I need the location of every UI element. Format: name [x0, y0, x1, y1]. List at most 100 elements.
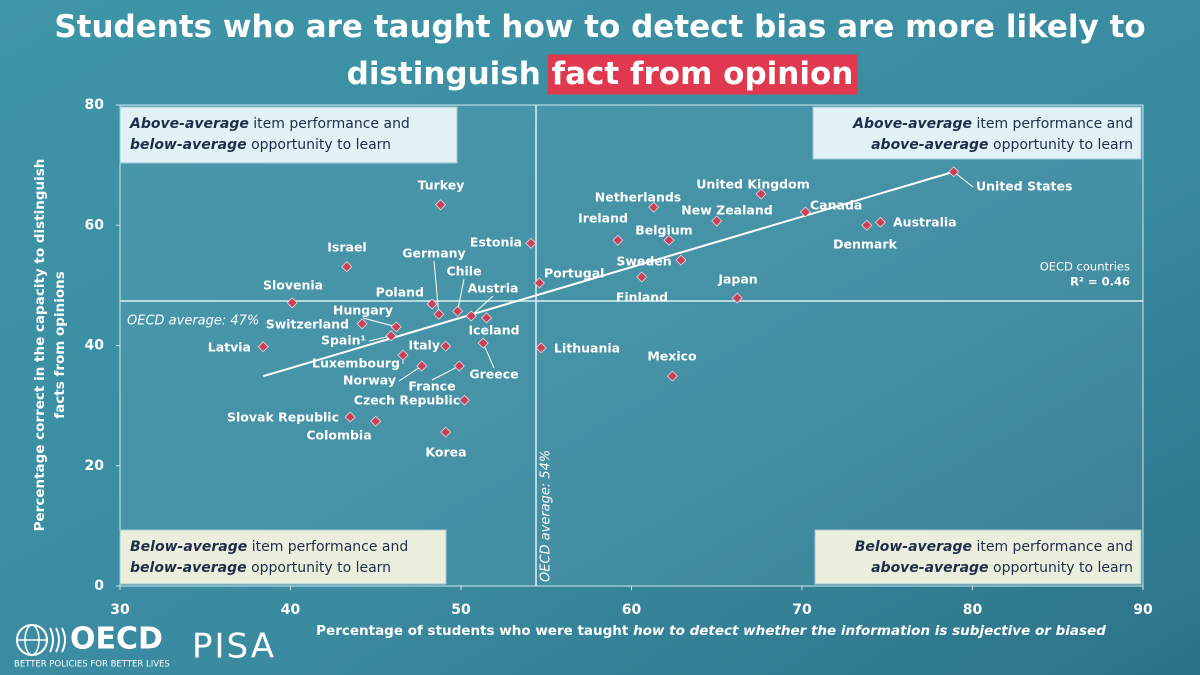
fit-note: OECD countries — [1040, 260, 1130, 274]
point — [286, 297, 298, 309]
y-axis-title: Percentage correct in the capacity to di… — [32, 159, 48, 532]
note-part: below-average — [130, 560, 247, 576]
point-label: Slovenia — [263, 278, 323, 293]
point-label: New Zealand — [681, 203, 772, 218]
point-label: Canada — [810, 198, 862, 213]
point — [755, 188, 767, 200]
point — [666, 370, 678, 382]
leader-line — [433, 260, 440, 315]
note-part: item performance and — [972, 539, 1133, 555]
point-label: Italy — [409, 338, 441, 353]
leader-line — [398, 365, 423, 382]
point-label: Lithuania — [554, 341, 620, 356]
title-part: Students who are taught how to detect bi… — [54, 9, 1145, 45]
point — [612, 234, 624, 246]
point-label: Netherlands — [595, 190, 681, 205]
point-label: Japan — [717, 272, 757, 287]
point-label: Czech Republic — [354, 393, 460, 408]
highlight-box — [547, 54, 858, 95]
point — [453, 360, 465, 372]
title-highlight: fact from opinion — [552, 56, 854, 92]
point-label: Norway — [343, 373, 396, 388]
note-text: Below-average item performance and — [855, 539, 1133, 555]
x-tick-label: 30 — [110, 602, 130, 618]
point — [390, 321, 402, 333]
point — [525, 237, 537, 249]
point-label: Switzerland — [266, 317, 349, 332]
y-tick-label: 80 — [85, 97, 105, 113]
point-label: Korea — [425, 445, 466, 460]
point-label: Estonia — [470, 235, 522, 250]
y-axis-title: facts from opinions — [52, 271, 68, 418]
point — [440, 340, 452, 352]
point — [636, 271, 648, 283]
oecd-logo: OECD BETTER POLICIES FOR BETTER LIVES — [14, 622, 170, 670]
point — [663, 234, 675, 246]
note-text: Above-average item performance and — [852, 116, 1133, 132]
point-label: Greece — [469, 367, 518, 382]
note-part: opportunity to learn — [989, 560, 1133, 576]
point-label: Chile — [446, 264, 481, 279]
point-label: Germany — [402, 246, 465, 261]
point — [426, 298, 438, 310]
point — [433, 308, 445, 320]
x-tick-label: 80 — [963, 602, 983, 618]
point-label: Spain¹ — [321, 333, 366, 348]
point-label: Sweden — [616, 254, 671, 269]
plot-area — [119, 104, 1144, 587]
point-label: Slovak Republic — [227, 410, 339, 425]
point-label: Israel — [327, 240, 366, 255]
x-axis-title-part: how to detect whether the information is… — [633, 623, 1106, 639]
x-tick-label: 90 — [1133, 602, 1153, 618]
point-label: Mexico — [647, 349, 697, 364]
point-label: Ireland — [578, 211, 628, 226]
x-tick-label: 40 — [281, 602, 301, 618]
point-label: Portugal — [544, 266, 604, 281]
point-label: Turkey — [418, 178, 465, 193]
point — [416, 360, 428, 372]
point — [711, 215, 723, 227]
note-text: above-average opportunity to learn — [871, 137, 1133, 153]
point-label: Australia — [893, 215, 957, 230]
y-tick-label: 20 — [85, 458, 105, 474]
point-label: Denmark — [833, 237, 897, 252]
trend-line — [262, 170, 955, 378]
point — [344, 411, 356, 423]
note-text: below-average opportunity to learn — [130, 560, 391, 576]
point-label: Poland — [376, 285, 424, 300]
point-label: Latvia — [208, 340, 251, 355]
note-part: opportunity to learn — [989, 137, 1133, 153]
leader-line — [362, 317, 397, 328]
point — [799, 206, 811, 218]
point-label: Iceland — [468, 323, 519, 338]
point — [370, 415, 382, 427]
point — [435, 199, 447, 211]
point-label: United States — [976, 179, 1072, 194]
point — [533, 277, 545, 289]
chart-title: Students who are taught how to detect bi… — [54, 9, 1145, 45]
point-label: Hungary — [333, 303, 393, 318]
x-tick-label: 50 — [451, 602, 471, 618]
point-label: Belgium — [635, 223, 692, 238]
note-part: above-average — [871, 137, 988, 153]
pisa-logo: PISA — [192, 627, 276, 667]
point — [452, 305, 464, 317]
note-text: above-average opportunity to learn — [871, 560, 1133, 576]
note-part: above-average — [871, 560, 988, 576]
x-tick-label: 70 — [792, 602, 812, 618]
y-tick-label: 0 — [94, 578, 104, 594]
y-tick-label: 40 — [85, 338, 105, 354]
point — [648, 201, 660, 213]
fit-note: R² = 0.46 — [1070, 275, 1130, 289]
x-tick-label: 60 — [622, 602, 642, 618]
point — [874, 216, 886, 228]
x-axis-title: Percentage of students who were taught h… — [316, 623, 1106, 639]
chart-title: distinguish fact from opinion — [347, 56, 854, 92]
point — [458, 394, 470, 406]
note-text: Above-average item performance and — [129, 116, 410, 132]
note-part: opportunity to learn — [247, 560, 391, 576]
leader-line — [457, 278, 465, 312]
point — [397, 349, 409, 361]
